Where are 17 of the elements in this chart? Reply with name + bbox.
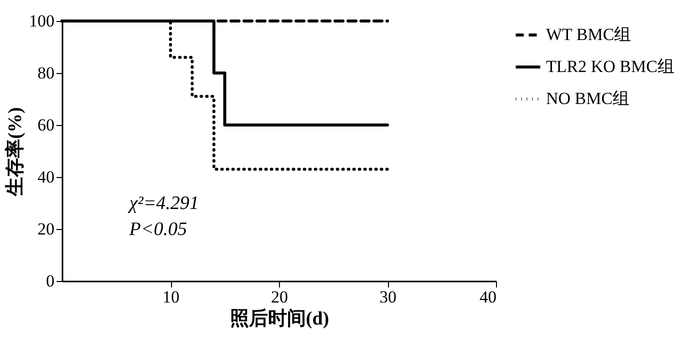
y-tick-label: 40 bbox=[38, 168, 54, 186]
x-tick-label: 30 bbox=[380, 288, 396, 306]
y-axis-title: 生存率(%) bbox=[4, 107, 26, 197]
x-axis-title: 照后时间(d) bbox=[230, 308, 330, 330]
x-tick-label: 10 bbox=[162, 288, 180, 306]
annotation: χ²=4.291 bbox=[127, 193, 199, 214]
legend-label: NO BMC组 bbox=[546, 89, 630, 108]
legend-label: TLR2 KO BMC组 bbox=[546, 57, 674, 76]
x-tick-label: 20 bbox=[271, 288, 288, 306]
y-tick-label: 80 bbox=[38, 64, 54, 82]
annotation: P<0.05 bbox=[128, 219, 187, 240]
y-tick-label: 20 bbox=[38, 220, 54, 238]
x-tick-label: 40 bbox=[480, 288, 496, 306]
y-tick-label: 60 bbox=[38, 116, 54, 134]
legend-label: WT BMC组 bbox=[546, 25, 632, 44]
y-tick-label: 0 bbox=[46, 272, 54, 290]
y-tick-label: 100 bbox=[29, 12, 54, 30]
